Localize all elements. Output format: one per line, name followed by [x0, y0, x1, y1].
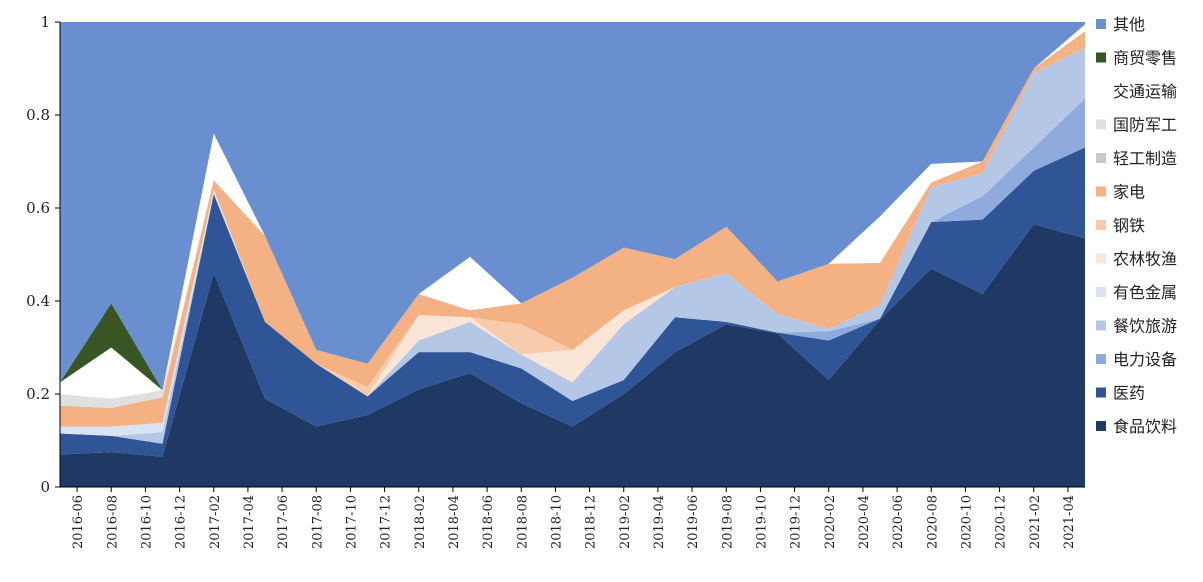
legend-label: 食品饮料 — [1113, 417, 1177, 436]
y-tick-label: 1 — [40, 13, 50, 31]
x-tick-label: 2020-02 — [823, 495, 838, 549]
legend-label: 电力设备 — [1113, 350, 1177, 369]
x-tick-label: 2018-02 — [413, 495, 428, 549]
x-tick-label: 2017-08 — [310, 495, 325, 549]
x-tick-label: 2017-12 — [379, 495, 394, 549]
area-series-0 — [60, 224, 1085, 487]
legend-swatch — [1096, 421, 1106, 431]
y-tick-label: 0.2 — [26, 385, 50, 403]
legend-swatch — [1096, 387, 1106, 398]
legend: 其他商贸零售交通运输国防军工轻工制造家电钢铁农林牧渔有色金属餐饮旅游电力设备医药… — [1096, 15, 1177, 436]
x-tick-label: 2018-04 — [447, 495, 462, 549]
x-tick-label: 2017-06 — [276, 495, 291, 549]
x-tick-label: 2016-08 — [105, 495, 120, 549]
y-tick-label: 0 — [40, 478, 50, 496]
x-tick-label: 2020-10 — [959, 495, 974, 549]
area-series-5 — [60, 47, 1085, 427]
x-tick-label: 2017-02 — [208, 495, 223, 549]
y-ticks: 0 0.2 0.4 0.6 0.8 1 — [26, 13, 60, 496]
x-tick-label: 2019-12 — [789, 495, 804, 549]
x-tick-label: 2020-08 — [925, 495, 940, 549]
legend-label: 国防军工 — [1113, 116, 1177, 135]
x-tick-label: 2018-10 — [549, 495, 564, 549]
legend-label: 餐饮旅游 — [1113, 317, 1177, 336]
x-tick-label: 2021-04 — [1062, 495, 1077, 549]
x-tick-label: 2017-10 — [344, 495, 359, 549]
x-tick-label: 2018-08 — [515, 495, 530, 549]
y-tick-label: 0.8 — [26, 106, 50, 124]
x-tick-label: 2016-12 — [174, 495, 189, 549]
x-tick-label: 2016-10 — [139, 495, 154, 549]
x-tick-label: 2019-10 — [754, 495, 769, 549]
axes — [59, 22, 1085, 488]
x-tick-label: 2019-04 — [652, 495, 667, 549]
legend-swatch — [1096, 19, 1106, 29]
x-tick-label: 2021-02 — [1028, 495, 1043, 549]
legend-swatch — [1096, 287, 1106, 297]
legend-label: 交通运输 — [1113, 82, 1177, 101]
legend-label: 商贸零售 — [1113, 49, 1177, 68]
legend-swatch — [1096, 253, 1106, 264]
legend-label: 农林牧渔 — [1113, 250, 1177, 269]
x-ticks: 2016-06 2016-08 2016-10 2016-12 2017-02 2017-… — [71, 487, 1077, 549]
legend-swatch — [1096, 186, 1106, 197]
legend-swatch — [1096, 153, 1106, 163]
y-tick-label: 0.6 — [26, 199, 50, 217]
x-tick-label: 2020-12 — [994, 495, 1009, 549]
x-tick-label: 2018-06 — [481, 495, 496, 549]
area-series-1 — [60, 147, 1085, 457]
x-tick-label: 2016-06 — [71, 495, 86, 549]
x-tick-label: 2018-12 — [584, 495, 599, 549]
legend-label: 医药 — [1113, 384, 1145, 403]
x-tick-label: 2020-06 — [891, 495, 906, 549]
legend-swatch — [1096, 320, 1106, 331]
area-series-12 — [60, 22, 1085, 391]
x-tick-label: 2019-02 — [618, 495, 633, 549]
legend-label: 钢铁 — [1113, 216, 1145, 235]
legend-swatch — [1096, 220, 1106, 230]
legend-label: 其他 — [1113, 15, 1145, 34]
legend-label: 有色金属 — [1113, 283, 1177, 302]
area-layer — [60, 22, 1085, 487]
area-series-7 — [60, 31, 1085, 427]
x-tick-label: 2019-06 — [686, 495, 701, 549]
x-tick-label: 2020-04 — [857, 495, 872, 549]
y-tick-label: 0.4 — [26, 292, 50, 310]
legend-label: 轻工制造 — [1113, 149, 1177, 168]
legend-swatch — [1096, 119, 1106, 130]
x-tick-label: 2017-04 — [242, 495, 257, 549]
x-tick-label: 2019-08 — [720, 495, 735, 549]
legend-swatch — [1096, 354, 1106, 364]
legend-label: 家电 — [1113, 183, 1145, 202]
legend-swatch — [1096, 52, 1106, 63]
legend-swatch — [1096, 86, 1106, 96]
